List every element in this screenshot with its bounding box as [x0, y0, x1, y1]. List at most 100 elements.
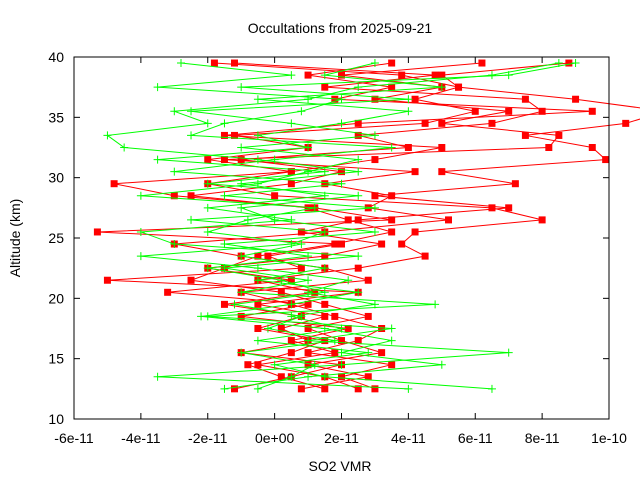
data-point [231, 59, 238, 67]
data-point [438, 71, 446, 79]
data-point [505, 107, 513, 115]
data-point [287, 312, 296, 321]
data-point [321, 312, 329, 320]
series-red-1 [93, 59, 479, 393]
data-point [237, 143, 246, 152]
data-point [203, 203, 212, 212]
data-point [220, 191, 229, 200]
data-point [398, 240, 406, 248]
data-point [337, 95, 346, 104]
data-point [310, 203, 319, 212]
y-tick-label: 15 [48, 351, 64, 367]
series-line [167, 62, 640, 390]
data-point [220, 131, 228, 139]
data-point [344, 276, 353, 285]
data-point [387, 336, 396, 345]
data-point [622, 119, 630, 127]
data-point [310, 360, 319, 369]
data-point [203, 119, 212, 128]
data-point [338, 337, 345, 345]
data-point [304, 349, 312, 357]
data-point [331, 349, 339, 357]
data-point [297, 240, 306, 249]
data-point [287, 180, 295, 188]
x-tick-label: 2e-11 [324, 430, 359, 446]
data-point [421, 252, 429, 260]
data-point [337, 119, 346, 128]
y-tick-label: 35 [48, 109, 64, 125]
x-tick-label: -2e-11 [188, 430, 228, 446]
data-point [320, 372, 329, 381]
data-point [320, 167, 329, 176]
data-point [220, 384, 229, 393]
data-point [254, 325, 262, 332]
data-point [431, 300, 440, 309]
data-point [387, 324, 396, 333]
data-point [297, 385, 305, 393]
data-point [287, 240, 296, 249]
data-point [354, 131, 362, 139]
data-point [354, 83, 363, 92]
data-point [304, 300, 312, 308]
data-point [187, 107, 196, 116]
data-point [253, 276, 262, 285]
data-point [170, 192, 178, 200]
data-point [388, 228, 396, 236]
data-point [237, 312, 245, 320]
data-point [136, 252, 145, 261]
data-point [370, 227, 379, 236]
series-line [190, 62, 544, 390]
data-point [378, 325, 386, 332]
data-point [370, 300, 379, 309]
data-point [331, 312, 339, 320]
data-point [220, 300, 228, 308]
series-green-4 [153, 59, 446, 393]
x-tick-label: 6e-11 [458, 430, 493, 446]
data-point [254, 361, 262, 369]
data-point [270, 215, 279, 224]
data-point [388, 361, 396, 369]
data-point [505, 204, 513, 212]
data-point [187, 131, 196, 140]
data-point [538, 216, 546, 224]
data-point [270, 155, 279, 164]
series-layer [93, 59, 640, 393]
data-point [354, 252, 363, 261]
data-point [364, 373, 372, 381]
data-point [136, 227, 145, 236]
data-point [304, 167, 313, 176]
x-tick-label: 4e-11 [391, 430, 426, 446]
data-point [404, 107, 413, 116]
data-point [237, 348, 246, 357]
data-point [177, 59, 185, 68]
data-point [364, 276, 372, 284]
x-tick-label: 8e-11 [525, 430, 560, 446]
data-point [437, 360, 446, 369]
data-point [277, 373, 285, 381]
data-point [203, 264, 212, 273]
data-point [287, 119, 296, 128]
data-point [538, 107, 546, 115]
data-point [271, 192, 279, 200]
data-point [378, 240, 386, 248]
data-point [431, 71, 439, 79]
data-point [387, 143, 396, 152]
data-point [344, 216, 352, 224]
data-point [297, 228, 305, 236]
data-point [197, 312, 206, 321]
series-red-2 [164, 59, 640, 393]
data-point [388, 192, 396, 200]
data-point [110, 180, 118, 188]
data-point [231, 385, 238, 393]
data-point [331, 240, 339, 248]
chart-title: Occultations from 2025-09-21 [248, 20, 433, 36]
data-point [354, 167, 363, 176]
data-point [237, 252, 246, 261]
data-point [231, 131, 238, 139]
data-point [170, 240, 179, 249]
data-point [571, 59, 580, 68]
data-point [488, 204, 496, 212]
x-tick-label: 0e+00 [255, 430, 295, 446]
data-point [388, 59, 396, 67]
